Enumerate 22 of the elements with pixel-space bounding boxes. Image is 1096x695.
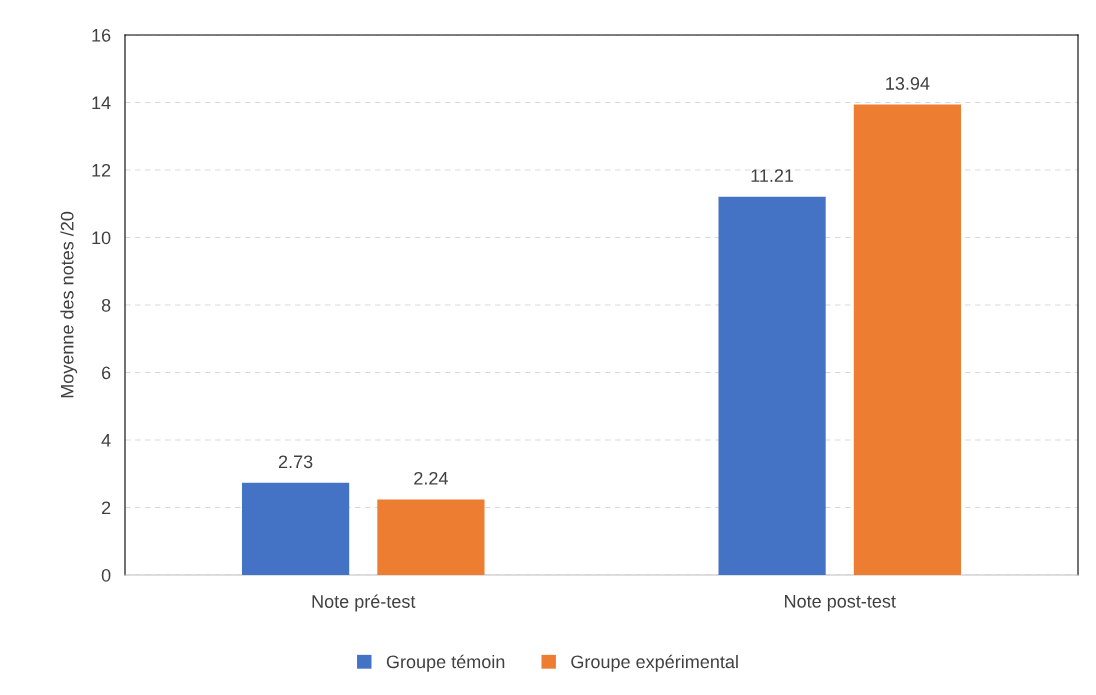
data-label: 2.24 (414, 471, 448, 485)
data-label: 13.94 (886, 77, 930, 90)
y-tick-label: 6 (101, 366, 111, 380)
y-tick-label: 2 (101, 501, 111, 515)
y-tick-label: 4 (101, 434, 111, 447)
y-tick-label: 16 (92, 28, 111, 42)
y-tick-label: 12 (92, 163, 111, 177)
legend-label: Groupe expérimental (571, 654, 738, 672)
y-tick-label: 10 (92, 231, 111, 245)
y-axis-title: Moyenne des notes /20 (60, 211, 78, 398)
data-label: 11.21 (751, 169, 794, 182)
bar (718, 196, 826, 575)
bar (853, 104, 962, 575)
x-tick-label: Note pré-test (312, 594, 416, 612)
bar (377, 499, 485, 575)
y-tick-label: 14 (92, 96, 111, 110)
x-tick-label: Note post-test (785, 595, 896, 612)
bar (241, 482, 350, 575)
y-tick-label: 8 (101, 298, 111, 312)
data-label: 2.73 (278, 455, 313, 469)
legend-label: Groupe témoin (386, 654, 505, 672)
y-tick-label: 0 (101, 568, 111, 582)
